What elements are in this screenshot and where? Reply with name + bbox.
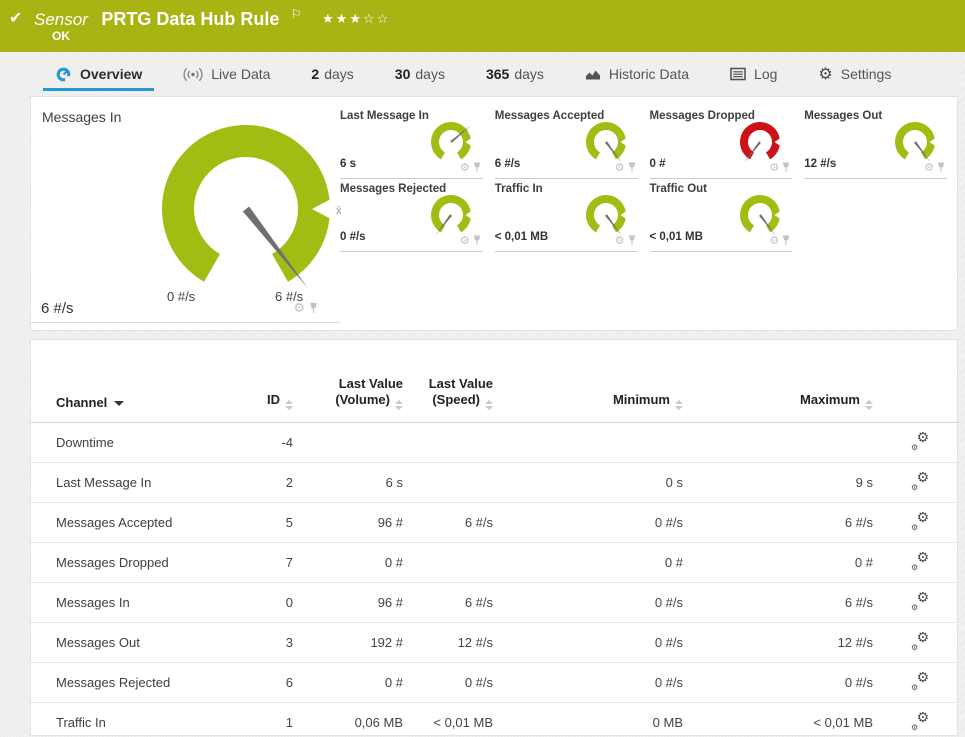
last-message-in-gauge bbox=[425, 119, 477, 166]
traffic-in-gauge bbox=[580, 192, 632, 239]
gauge-settings-gear-icon[interactable]: ⚙ bbox=[460, 234, 470, 247]
priority-flag-icon[interactable]: ⚐ bbox=[291, 7, 302, 21]
channels-table: Channel ID Last Value(Volume) Last Value… bbox=[31, 340, 959, 737]
table-row-messages-rejected: Messages Rejected 6 0 # 0 #/s 0 #/s 0 #/… bbox=[31, 663, 959, 703]
sort-icon bbox=[395, 400, 403, 410]
col-header-channel-settings bbox=[881, 340, 959, 423]
gauge-icon bbox=[55, 66, 72, 83]
channel-settings-icon[interactable]: ⚙⚙ bbox=[911, 673, 929, 689]
tab-settings[interactable]: ⚙ Settings bbox=[818, 52, 891, 96]
table-row-downtime: Downtime -4 ⚙⚙ bbox=[31, 423, 959, 463]
area-chart-icon bbox=[585, 67, 601, 81]
col-header-last-value-speed[interactable]: Last Value(Speed) bbox=[411, 340, 501, 423]
channel-settings-icon[interactable]: ⚙⚙ bbox=[911, 513, 929, 529]
gauge-settings-gear-icon[interactable]: ⚙ bbox=[615, 161, 625, 174]
gauge-settings-gear-icon[interactable]: ⚙ bbox=[769, 161, 779, 174]
sort-icon bbox=[865, 400, 873, 410]
table-row-messages-in: Messages In 0 96 # 6 #/s 0 #/s 6 #/s ⚙⚙ bbox=[31, 583, 959, 623]
col-header-maximum[interactable]: Maximum bbox=[691, 340, 881, 423]
gauges-panel: Messages In x̄ 0 #/s 6 #/s 6 #/s ⚙ Last … bbox=[30, 96, 958, 331]
messages-out-gauge bbox=[889, 119, 941, 166]
messages-in-gauge: x̄ bbox=[131, 109, 361, 294]
status-ok-check-icon: ✔ bbox=[9, 8, 22, 28]
channel-settings-icon[interactable]: ⚙⚙ bbox=[911, 473, 929, 489]
mini-gauges-grid: Last Message In 6 s ⚙ Messages Accepted … bbox=[334, 97, 957, 330]
pin-icon[interactable] bbox=[473, 235, 481, 246]
main-gauge-messages-in: Messages In x̄ 0 #/s 6 #/s 6 #/s ⚙ bbox=[31, 97, 334, 330]
channel-settings-icon[interactable]: ⚙⚙ bbox=[911, 713, 929, 729]
settings-gear-icon: ⚙ bbox=[818, 64, 832, 84]
live-data-icon bbox=[183, 67, 203, 82]
gauge-settings-gear-icon[interactable]: ⚙ bbox=[769, 234, 779, 247]
channel-settings-icon[interactable]: ⚙⚙ bbox=[911, 553, 929, 569]
pin-icon[interactable] bbox=[473, 162, 481, 173]
mini-gauge-messages-dropped: Messages Dropped 0 # ⚙ bbox=[650, 109, 793, 179]
channel-settings-icon[interactable]: ⚙⚙ bbox=[911, 633, 929, 649]
section-divider bbox=[31, 322, 340, 323]
tab-365-days[interactable]: 365days bbox=[486, 52, 544, 96]
col-header-minimum[interactable]: Minimum bbox=[501, 340, 691, 423]
gauge-min-label: 0 #/s bbox=[167, 289, 195, 304]
pin-icon[interactable] bbox=[782, 235, 790, 246]
table-row-messages-dropped: Messages Dropped 7 0 # 0 # 0 # ⚙⚙ bbox=[31, 543, 959, 583]
mini-gauge-last-message-in: Last Message In 6 s ⚙ bbox=[340, 109, 483, 179]
col-header-channel[interactable]: Channel bbox=[31, 340, 231, 423]
messages-dropped-gauge bbox=[734, 119, 786, 166]
gauge-settings-gear-icon[interactable]: ⚙ bbox=[924, 161, 934, 174]
traffic-out-gauge bbox=[734, 192, 786, 239]
pin-icon[interactable] bbox=[782, 162, 790, 173]
channels-panel: Channel ID Last Value(Volume) Last Value… bbox=[30, 339, 958, 736]
tab-live-data[interactable]: Live Data bbox=[183, 52, 270, 96]
object-kind-label: Sensor bbox=[34, 10, 88, 29]
tab-overview[interactable]: Overview bbox=[55, 52, 142, 96]
mini-gauge-messages-out: Messages Out 12 #/s ⚙ bbox=[804, 109, 947, 179]
tab-30-days[interactable]: 30days bbox=[395, 52, 445, 96]
table-row-traffic-in: Traffic In 1 0,06 MB < 0,01 MB 0 MB < 0,… bbox=[31, 703, 959, 737]
sort-icon bbox=[285, 400, 293, 410]
gauge-settings-gear-icon[interactable]: ⚙ bbox=[460, 161, 470, 174]
mini-gauge-messages-accepted: Messages Accepted 6 #/s ⚙ bbox=[495, 109, 638, 179]
sensor-tab-bar: Overview Live Data 2days 30days 365days … bbox=[0, 52, 965, 96]
pin-icon[interactable] bbox=[937, 162, 945, 173]
sensor-status-banner: ✔ Sensor PRTG Data Hub Rule ⚐ ★★★☆☆ OK bbox=[0, 0, 965, 52]
mini-gauge-traffic-in: Traffic In < 0,01 MB ⚙ bbox=[495, 182, 638, 252]
main-gauge-title: Messages In bbox=[42, 109, 121, 125]
log-list-icon bbox=[730, 67, 746, 81]
pin-icon[interactable] bbox=[628, 235, 636, 246]
tab-log[interactable]: Log bbox=[730, 52, 777, 96]
gauge-settings-gear-icon[interactable]: ⚙ bbox=[615, 234, 625, 247]
table-row-messages-accepted: Messages Accepted 5 96 # 6 #/s 0 #/s 6 #… bbox=[31, 503, 959, 543]
sensor-title: PRTG Data Hub Rule bbox=[101, 9, 279, 29]
tab-historic-data[interactable]: Historic Data bbox=[585, 52, 689, 96]
mini-gauge-messages-rejected: Messages Rejected 0 #/s ⚙ bbox=[340, 182, 483, 252]
sort-icon bbox=[485, 400, 493, 410]
channel-settings-icon[interactable]: ⚙⚙ bbox=[911, 433, 929, 449]
mini-gauge-traffic-out: Traffic Out < 0,01 MB ⚙ bbox=[650, 182, 793, 252]
main-gauge-value: 6 #/s bbox=[41, 300, 74, 317]
tab-2-days[interactable]: 2days bbox=[311, 52, 353, 96]
table-row-messages-out: Messages Out 3 192 # 12 #/s 0 #/s 12 #/s… bbox=[31, 623, 959, 663]
sensor-status-text: OK bbox=[52, 29, 70, 43]
messages-rejected-gauge bbox=[425, 192, 477, 239]
sort-icon bbox=[675, 400, 683, 410]
priority-stars[interactable]: ★★★☆☆ bbox=[322, 11, 390, 26]
messages-accepted-gauge bbox=[580, 119, 632, 166]
table-row-last-message-in: Last Message In 2 6 s 0 s 9 s ⚙⚙ bbox=[31, 463, 959, 503]
gauge-settings-gear-icon[interactable]: ⚙ bbox=[293, 300, 305, 316]
col-header-last-value-volume[interactable]: Last Value(Volume) bbox=[301, 340, 411, 423]
sort-desc-icon bbox=[114, 401, 124, 406]
col-header-id[interactable]: ID bbox=[231, 340, 301, 423]
pin-icon[interactable] bbox=[309, 302, 318, 314]
channel-settings-icon[interactable]: ⚙⚙ bbox=[911, 593, 929, 609]
pin-icon[interactable] bbox=[628, 162, 636, 173]
